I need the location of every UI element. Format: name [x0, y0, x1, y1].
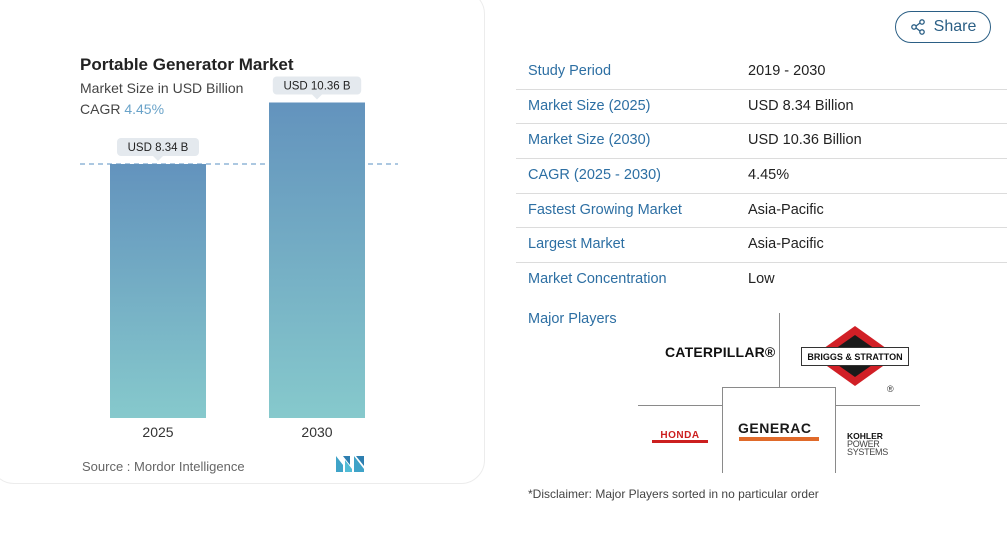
briggs-registered-mark: ®: [887, 384, 894, 394]
info-row: Study Period 2019 - 2030: [516, 55, 1007, 90]
grid-divider: [835, 387, 836, 473]
info-value-fastest-growing: Asia-Pacific: [748, 201, 824, 218]
cagr-label: CAGR: [80, 101, 121, 117]
grid-divider: [779, 313, 780, 387]
info-row: CAGR (2025 - 2030) 4.45%: [516, 159, 1007, 194]
info-row: Fastest Growing Market Asia-Pacific: [516, 194, 1007, 229]
info-label-market-size-2030: Market Size (2030): [528, 132, 651, 149]
data-label-pointer: [312, 94, 322, 100]
info-value-study-period: 2019 - 2030: [748, 63, 826, 79]
disclaimer: *Disclaimer: Major Players sorted in no …: [528, 487, 819, 501]
honda-logo: HONDA: [652, 430, 708, 445]
grid-divider: [722, 387, 723, 473]
cagr-value: 4.45%: [124, 101, 165, 117]
info-value-cagr: 4.45%: [748, 167, 790, 184]
info-row: Market Concentration Low: [516, 263, 1007, 298]
caterpillar-logo: CATERPILLAR®: [665, 344, 776, 360]
info-value-market-size-2025: USD 8.34 Billion: [748, 97, 854, 114]
cagr-line: CAGR 4.45%: [80, 101, 164, 117]
source-label: Source :: [82, 459, 131, 474]
source-line: Source : Mordor Intelligence: [82, 459, 245, 474]
honda-underline: [652, 440, 708, 443]
data-label-bg: [272, 76, 362, 95]
info-label-concentration: Market Concentration: [528, 271, 667, 288]
bar-2030: [269, 102, 365, 418]
data-label-bg: [117, 138, 199, 157]
grid-divider: [722, 387, 836, 388]
info-row: Market Size (2025) USD 8.34 Billion: [516, 90, 1007, 125]
grid-divider: [638, 405, 722, 406]
info-value-concentration: Low: [748, 271, 775, 288]
kohler-logo: KOHLER POWER SYSTEMS: [847, 431, 920, 457]
data-label: USD 10.36 B: [283, 80, 350, 92]
info-label-fastest-growing: Fastest Growing Market: [528, 201, 682, 218]
info-label-market-size-2025: Market Size (2025): [528, 97, 651, 114]
share-icon: [910, 19, 925, 35]
x-tick-label: 2030: [301, 424, 332, 440]
info-row: Largest Market Asia-Pacific: [516, 228, 1007, 264]
info-row: Market Size (2030) USD 10.36 Billion: [516, 124, 1007, 160]
share-label: Share: [933, 18, 977, 35]
info-label-largest-market: Largest Market: [528, 236, 625, 253]
kohler-label: KOHLER: [847, 431, 883, 441]
briggs-stratton-logo: BRIGGS & STRATTON ®: [801, 326, 909, 394]
chart-title: Portable Generator Market: [80, 55, 294, 74]
data-label-pointer: [153, 156, 163, 162]
market-info-table: Study Period 2019 - 2030 Market Size (20…: [516, 55, 1007, 298]
info-value-market-size-2030: USD 10.36 Billion: [748, 132, 862, 149]
kohler-sublabel: POWER SYSTEMS: [847, 439, 888, 457]
data-label: USD 8.34 B: [128, 142, 189, 154]
major-players-label: Major Players: [528, 311, 617, 327]
major-players-grid: CATERPILLAR® BRIGGS & STRATTON ® GENERAC…: [638, 313, 920, 473]
grid-divider: [836, 405, 920, 406]
info-label-study-period: Study Period: [528, 63, 612, 79]
chart-subtitle: Market Size in USD Billion: [80, 80, 244, 96]
chart-card: [0, 0, 485, 484]
honda-label: HONDA: [660, 430, 700, 441]
mordor-intelligence-logo-icon: [336, 456, 364, 472]
share-button[interactable]: Share: [895, 11, 991, 43]
bar-chart: USD 8.34 B 2025 USD 10.36 B 2030: [80, 76, 398, 440]
generac-logo-bar: [739, 437, 819, 441]
source-value: Mordor Intelligence: [134, 459, 245, 474]
generac-logo: GENERAC: [738, 420, 812, 436]
info-value-largest-market: Asia-Pacific: [748, 236, 824, 253]
bar-2025: [110, 164, 206, 418]
info-label-cagr: CAGR (2025 - 2030): [528, 167, 661, 184]
x-tick-label: 2025: [142, 424, 173, 440]
briggs-label: BRIGGS & STRATTON: [801, 347, 909, 366]
